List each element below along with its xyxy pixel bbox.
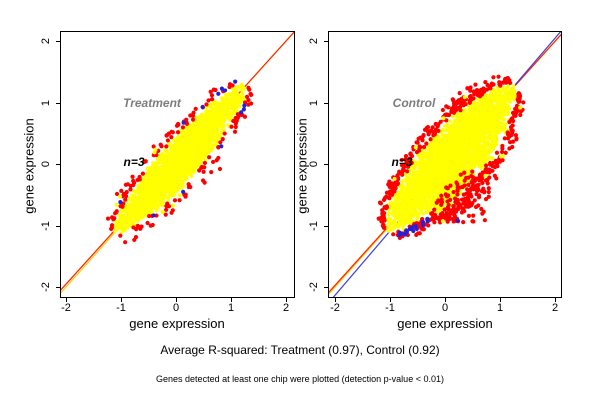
control-plot-box xyxy=(328,31,562,298)
x-tick-label: -1 xyxy=(385,302,395,314)
x-tick-label: 1 xyxy=(496,302,504,314)
average-r-squared-caption: Average R-squared: Treatment (0.97), Con… xyxy=(160,343,440,357)
treatment-plot-box xyxy=(60,31,295,298)
y-tick-label: 0 xyxy=(40,160,52,168)
treatment-panel-title: Treatment xyxy=(123,96,181,110)
y-tick-label: -2 xyxy=(308,282,320,292)
x-tick-label: 2 xyxy=(551,302,559,314)
y-tick-label: 2 xyxy=(308,37,320,45)
y-tick-label: -2 xyxy=(40,282,52,292)
x-tick-label: -2 xyxy=(61,302,71,314)
treatment-y-axis-label: gene expression xyxy=(21,118,37,214)
y-tick-label: 1 xyxy=(308,99,320,106)
x-tick-label: -1 xyxy=(116,302,126,314)
x-tick-label: 0 xyxy=(172,302,180,314)
detection-note-caption: Genes detected at least one chip were pl… xyxy=(156,374,444,384)
x-tick-label: 2 xyxy=(282,302,290,314)
y-tick-label: 2 xyxy=(40,37,52,45)
y-tick-label: -1 xyxy=(40,220,52,231)
control-n-annotation: n=3 xyxy=(391,155,413,169)
x-tick-label: 1 xyxy=(227,302,235,314)
y-tick-label: -1 xyxy=(308,220,320,231)
control-x-axis-label: gene expression xyxy=(397,316,493,331)
treatment-x-axis-label: gene expression xyxy=(129,316,225,331)
x-tick-label: 0 xyxy=(441,302,449,314)
x-tick-label: -2 xyxy=(330,302,340,314)
y-tick-label: 0 xyxy=(308,160,320,168)
y-tick-label: 1 xyxy=(40,99,52,106)
control-panel-title: Control xyxy=(392,96,436,110)
treatment-n-annotation: n=3 xyxy=(123,155,145,169)
